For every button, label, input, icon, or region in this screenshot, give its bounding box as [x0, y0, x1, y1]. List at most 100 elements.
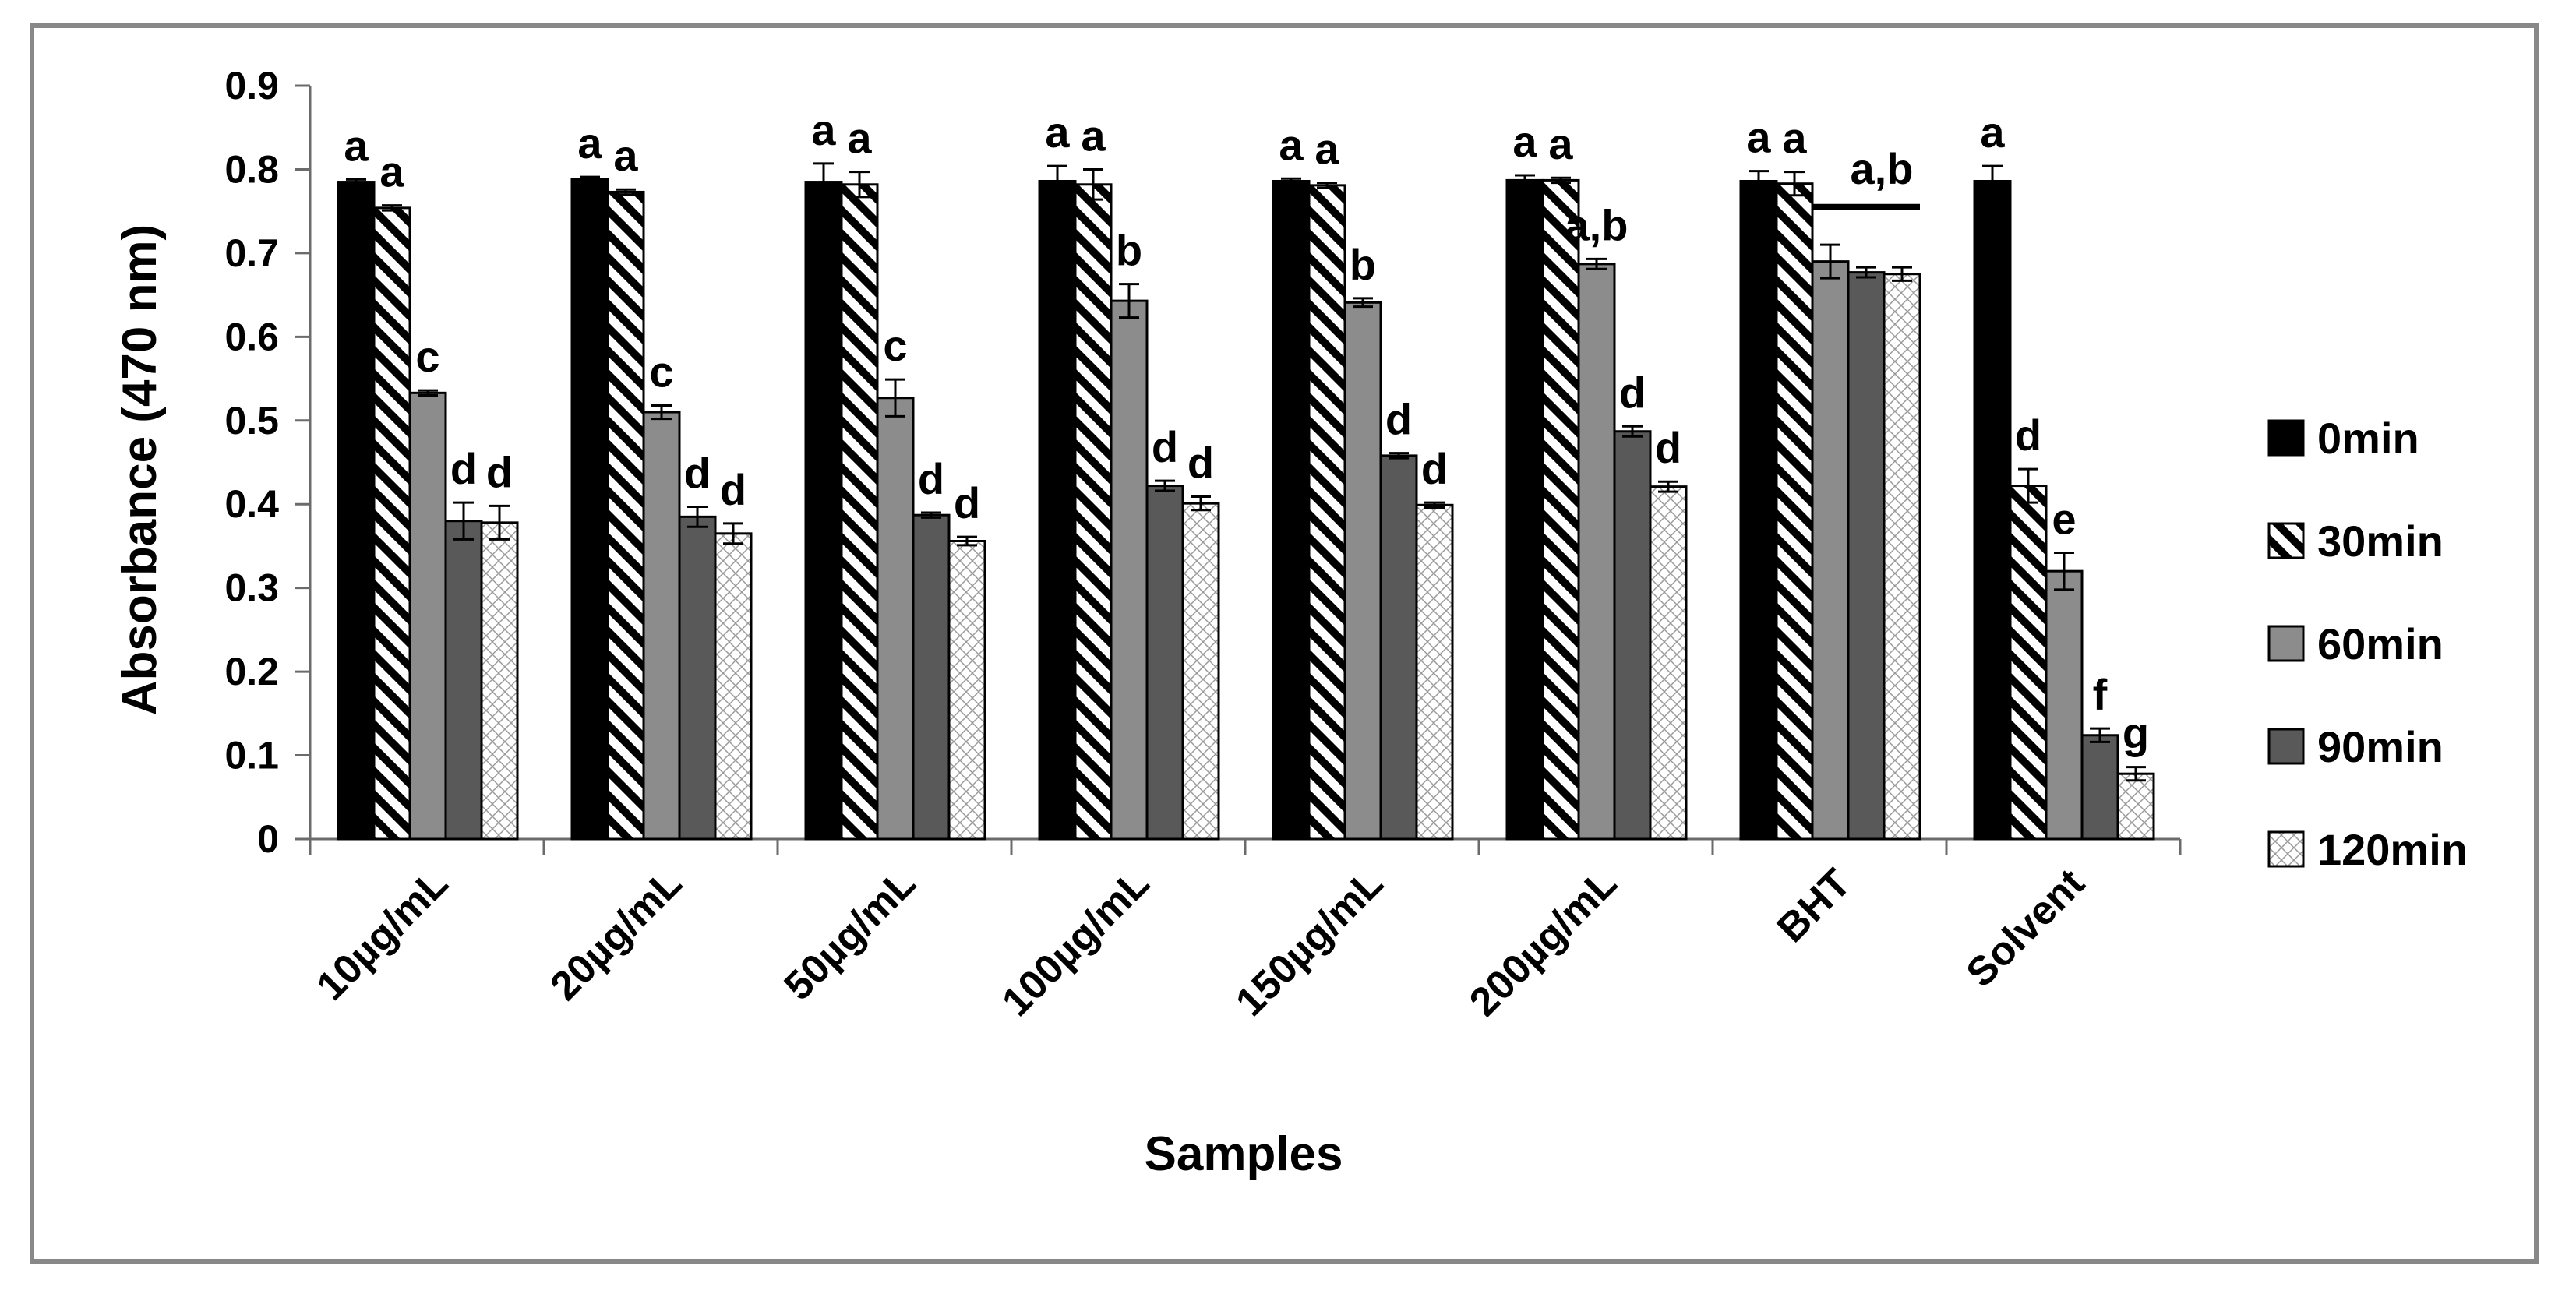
sig-label-20ug-ml-90min: d — [684, 448, 711, 497]
error-bar-200ug-ml-30min — [1551, 176, 1571, 185]
error-bar-200ug-ml-60min — [1586, 257, 1607, 270]
error-bar-bht-120min — [1892, 266, 1912, 282]
y-tick-label: 0.7 — [224, 231, 279, 275]
sig-label-solvent-30min: d — [2015, 411, 2041, 460]
error-bar-200ug-ml-90min — [1622, 425, 1643, 438]
sig-label-150ug-ml-120min: d — [1421, 444, 1448, 493]
error-bar-solvent-30min — [2018, 467, 2038, 504]
sig-label-20ug-ml-120min: d — [720, 465, 746, 514]
error-bar-bht-30min — [1784, 171, 1805, 197]
sig-label-50ug-ml-0min: a — [811, 105, 836, 154]
bar-50ug-ml-90min — [912, 513, 951, 841]
bar-50ug-ml-60min — [876, 397, 915, 841]
sig-label-10ug-ml-60min: c — [415, 332, 439, 381]
sig-label-100ug-ml-90min: d — [1152, 422, 1178, 471]
error-bar-150ug-ml-120min — [1424, 501, 1445, 509]
bar-bht-120min — [1883, 273, 1921, 841]
x-tick-label-100ug-ml: 100µg/mL — [993, 860, 1158, 1024]
bar-solvent-120min — [2116, 772, 2155, 841]
bar-100ug-ml-60min — [1110, 299, 1149, 841]
bar-100ug-ml-120min — [1181, 502, 1220, 841]
error-bar-solvent-90min — [2090, 727, 2110, 743]
error-bar-100ug-ml-60min — [1119, 283, 1139, 319]
x-axis-title: Samples — [1144, 1127, 1343, 1181]
sig-label-50ug-ml-90min: d — [918, 454, 944, 503]
bar-10ug-ml-30min — [372, 206, 411, 841]
legend-swatch-90min — [2267, 728, 2305, 765]
sig-label-solvent-90min: f — [2093, 670, 2108, 719]
bar-20ug-ml-90min — [678, 515, 717, 841]
sig-label-200ug-ml-60min: a,b — [1565, 200, 1629, 249]
bar-10ug-ml-120min — [480, 521, 519, 841]
sig-label-solvent-120min: g — [2123, 709, 2149, 758]
legend-swatch-0min — [2267, 419, 2305, 457]
bar-solvent-60min — [2045, 569, 2084, 841]
sig-label-10ug-ml-90min: d — [450, 444, 477, 493]
legend-label-90min: 90min — [2317, 722, 2444, 771]
bar-100ug-ml-90min — [1145, 485, 1184, 841]
sig-label-10ug-ml-30min: a — [379, 147, 404, 196]
sig-label-50ug-ml-30min: a — [847, 114, 872, 163]
sig-label-150ug-ml-30min: a — [1314, 125, 1339, 174]
bar-150ug-ml-60min — [1343, 301, 1382, 841]
sig-label-20ug-ml-60min: c — [649, 347, 673, 396]
error-bar-100ug-ml-90min — [1155, 479, 1175, 492]
bar-100ug-ml-30min — [1074, 183, 1113, 841]
sig-label-20ug-ml-30min: a — [613, 131, 638, 180]
bar-20ug-ml-120min — [714, 532, 753, 841]
sig-label-150ug-ml-90min: d — [1385, 395, 1412, 444]
annotation-label-bht: a,b — [1851, 144, 1914, 193]
bar-bht-90min — [1847, 271, 1886, 841]
error-bar-150ug-ml-30min — [1317, 182, 1337, 189]
y-tick-label: 0.5 — [224, 399, 279, 442]
sig-label-solvent-60min: e — [2052, 495, 2076, 544]
bars-layer — [337, 162, 2155, 841]
bar-10ug-ml-0min — [337, 181, 376, 841]
x-tick-label-50ug-ml: 50µg/mL — [776, 860, 925, 1009]
y-tick-label: 0.3 — [224, 566, 279, 610]
bar-150ug-ml-120min — [1415, 503, 1454, 841]
error-bar-solvent-120min — [2126, 766, 2146, 782]
legend-label-0min: 0min — [2317, 414, 2419, 463]
bar-solvent-30min — [2009, 485, 2048, 841]
bar-50ug-ml-0min — [804, 181, 843, 841]
legend-layer: 0min 30min 60min 90min 120min — [2267, 414, 2468, 874]
error-bar-20ug-ml-0min — [580, 175, 600, 184]
sig-label-200ug-ml-120min: d — [1655, 423, 1681, 472]
bar-10ug-ml-90min — [444, 520, 483, 841]
sig-label-bht-30min: a — [1782, 114, 1807, 163]
y-axis-title: Absorbance (470 nm) — [113, 224, 167, 716]
y-tick-label: 0.4 — [224, 482, 279, 526]
sig-label-200ug-ml-90min: d — [1619, 368, 1646, 417]
sig-label-100ug-ml-0min: a — [1045, 108, 1070, 157]
error-bar-150ug-ml-60min — [1353, 297, 1373, 309]
bar-50ug-ml-120min — [947, 539, 986, 841]
error-bar-solvent-60min — [2054, 552, 2074, 591]
bar-solvent-0min — [1973, 179, 2012, 841]
error-bar-10ug-ml-90min — [453, 501, 474, 541]
error-bar-bht-90min — [1856, 266, 1876, 279]
bar-bht-60min — [1811, 260, 1850, 841]
error-bar-10ug-ml-120min — [489, 504, 510, 541]
y-tick-label: 0.9 — [224, 64, 279, 108]
sig-label-50ug-ml-60min: c — [883, 321, 907, 370]
bar-solvent-90min — [2080, 734, 2119, 841]
sig-label-150ug-ml-60min: b — [1350, 240, 1376, 289]
bar-20ug-ml-60min — [642, 411, 681, 841]
legend-label-120min: 120min — [2317, 825, 2468, 874]
bar-150ug-ml-90min — [1379, 454, 1418, 841]
legend-swatch-30min — [2267, 522, 2305, 559]
bar-10ug-ml-60min — [408, 391, 447, 841]
error-bar-20ug-ml-120min — [723, 522, 743, 545]
bar-100ug-ml-0min — [1038, 179, 1077, 841]
legend-label-30min: 30min — [2317, 517, 2444, 566]
legend-label-60min: 60min — [2317, 619, 2444, 668]
error-bar-150ug-ml-0min — [1281, 177, 1301, 185]
y-tick-label: 0.1 — [224, 734, 279, 777]
sig-label-solvent-0min: a — [1980, 108, 2005, 157]
error-bar-solvent-0min — [1982, 164, 2003, 198]
error-bar-20ug-ml-30min — [616, 188, 636, 196]
error-bar-200ug-ml-0min — [1515, 174, 1535, 187]
error-bar-20ug-ml-60min — [651, 404, 672, 421]
